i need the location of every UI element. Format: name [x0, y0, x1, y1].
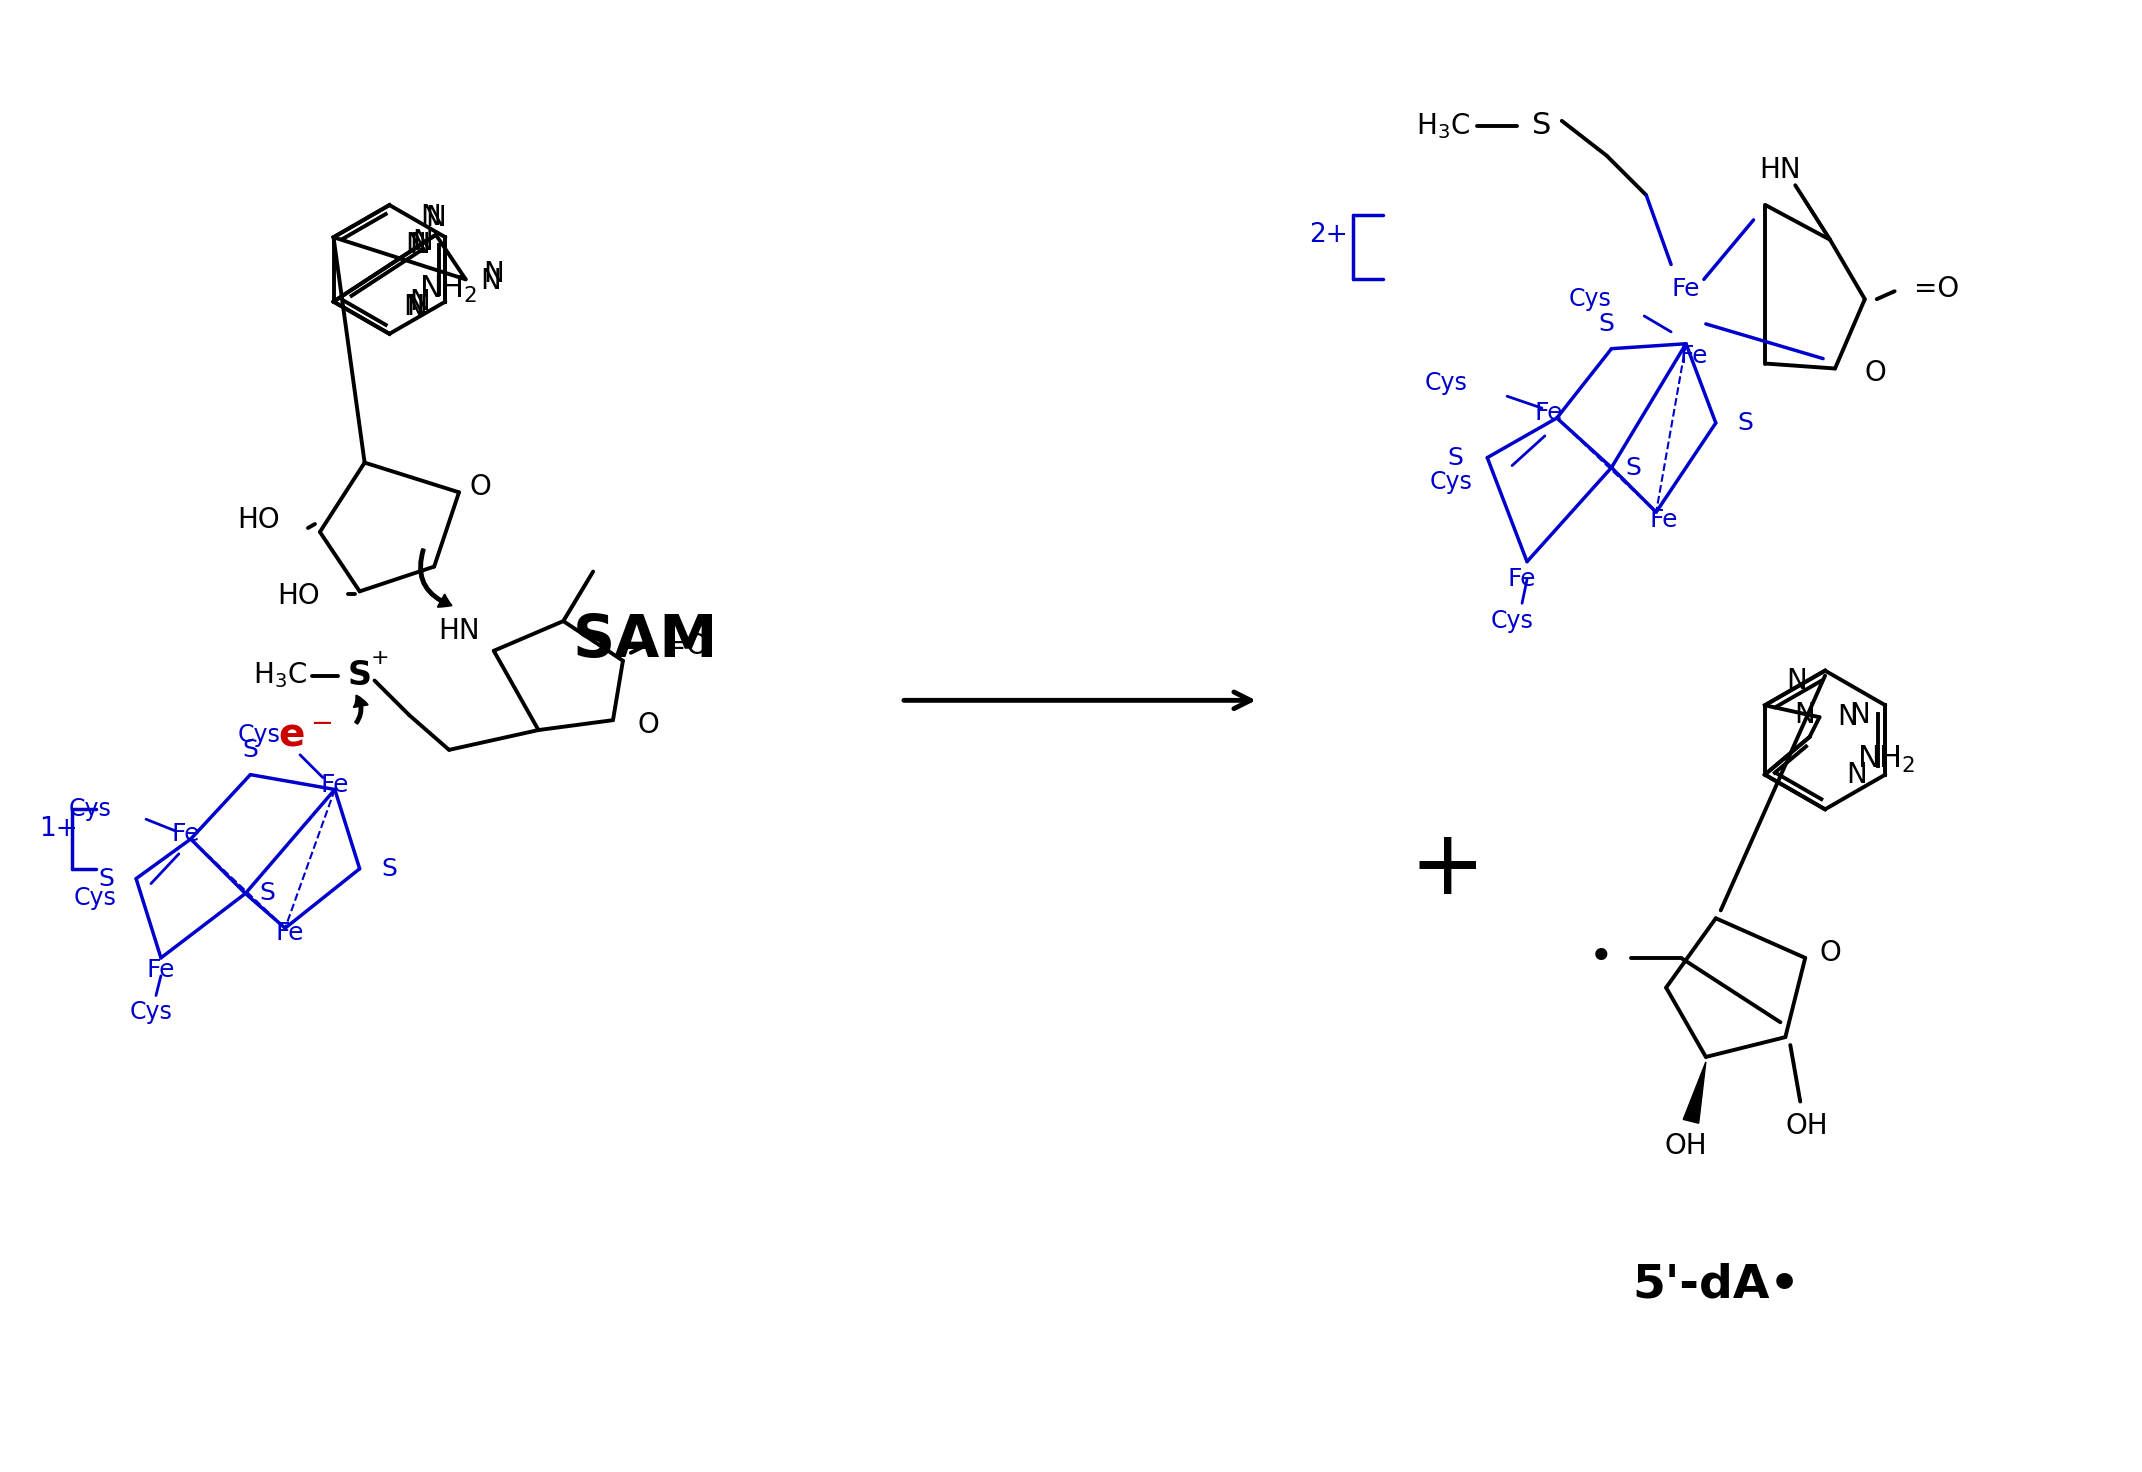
Text: Cys: Cys [129, 1001, 174, 1025]
Text: N: N [409, 287, 431, 315]
Text: Cys: Cys [1424, 371, 1467, 396]
Text: N: N [1846, 761, 1868, 789]
Text: N: N [1851, 701, 1870, 729]
Text: N: N [484, 261, 503, 289]
Text: 2+: 2+ [1309, 222, 1347, 247]
Text: Fe: Fe [1649, 508, 1679, 531]
Text: S: S [1448, 446, 1463, 470]
Text: S: S [1598, 312, 1615, 336]
Text: S: S [347, 659, 373, 692]
Text: NH$_2$: NH$_2$ [1857, 745, 1915, 776]
Text: HO: HO [238, 506, 281, 534]
Text: O: O [469, 474, 493, 502]
Text: N: N [420, 203, 441, 231]
Text: N: N [405, 231, 426, 259]
Text: S: S [99, 867, 114, 891]
Text: N: N [426, 205, 446, 233]
Text: N: N [1838, 704, 1857, 732]
Text: Fe: Fe [276, 921, 304, 945]
Text: 1+: 1+ [39, 815, 77, 842]
Text: N: N [480, 268, 501, 296]
FancyArrowPatch shape [420, 549, 452, 606]
Text: N: N [409, 231, 431, 259]
Text: e$^-$: e$^-$ [278, 715, 332, 754]
Text: +: + [1409, 824, 1484, 913]
Text: N: N [407, 293, 428, 321]
Text: Fe: Fe [146, 958, 176, 982]
Text: •: • [1589, 936, 1613, 979]
Text: 5'-dA•: 5'-dA• [1632, 1263, 1799, 1307]
Text: Cys: Cys [1429, 471, 1472, 495]
Text: S: S [1737, 411, 1754, 436]
Text: Fe: Fe [1671, 277, 1701, 302]
Text: O: O [1819, 939, 1840, 967]
Text: Fe: Fe [321, 773, 349, 796]
Text: NH$_2$: NH$_2$ [420, 274, 478, 305]
Text: Fe: Fe [1679, 343, 1707, 368]
Text: N: N [1786, 667, 1808, 695]
Text: O: O [638, 711, 660, 739]
Text: OH: OH [1786, 1113, 1829, 1141]
Text: OH: OH [1664, 1132, 1707, 1160]
Text: S: S [259, 882, 274, 905]
Polygon shape [1684, 1061, 1705, 1123]
Text: S: S [1626, 455, 1641, 480]
Text: N: N [413, 228, 433, 256]
Text: HN: HN [439, 617, 480, 645]
Text: O: O [1866, 359, 1887, 387]
Text: SAM: SAM [574, 612, 718, 670]
Text: Cys: Cys [73, 886, 116, 911]
Text: =O: =O [1915, 275, 1960, 303]
Text: Fe: Fe [171, 821, 199, 846]
Text: S: S [1532, 112, 1551, 140]
Text: =O: =O [662, 631, 707, 659]
Text: N: N [1795, 701, 1814, 729]
Text: S: S [242, 737, 259, 762]
Text: N: N [403, 293, 424, 321]
Text: S: S [381, 857, 398, 880]
Text: +: + [371, 648, 390, 668]
Text: HN: HN [1759, 156, 1801, 184]
Text: Cys: Cys [1568, 287, 1611, 311]
Text: Fe: Fe [1508, 568, 1536, 592]
Text: Fe: Fe [1534, 400, 1564, 425]
Text: H$_3$C: H$_3$C [253, 661, 306, 690]
Text: Cys: Cys [1491, 609, 1534, 633]
Text: Cys: Cys [69, 798, 111, 821]
FancyArrowPatch shape [353, 696, 368, 724]
Text: Cys: Cys [238, 723, 281, 746]
Text: HO: HO [276, 583, 319, 611]
Text: H$_3$C: H$_3$C [1416, 110, 1469, 141]
